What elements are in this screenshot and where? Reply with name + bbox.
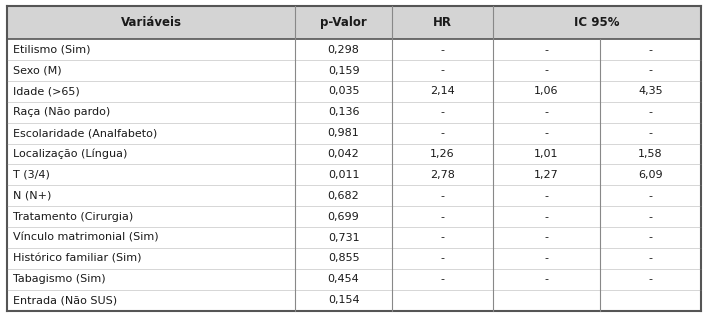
Bar [7, 123, 701, 144]
Text: -: - [649, 191, 653, 201]
Text: 2,78: 2,78 [430, 170, 455, 180]
Text: -: - [440, 191, 445, 201]
Text: -: - [649, 212, 653, 222]
Bar [7, 81, 701, 102]
Text: p-Valor: p-Valor [320, 16, 367, 29]
Text: -: - [544, 128, 549, 138]
Text: 0,011: 0,011 [328, 170, 360, 180]
Text: -: - [649, 45, 653, 55]
Bar [7, 185, 701, 206]
Text: N (N+): N (N+) [13, 191, 51, 201]
Text: -: - [649, 233, 653, 243]
Text: 0,042: 0,042 [328, 149, 360, 159]
Text: -: - [649, 107, 653, 117]
Text: 0,454: 0,454 [328, 274, 360, 284]
Text: Localização (Língua): Localização (Língua) [13, 149, 127, 159]
Bar [7, 60, 701, 81]
Bar [7, 227, 701, 248]
Bar [7, 206, 701, 227]
Text: Tabagismo (Sim): Tabagismo (Sim) [13, 274, 105, 284]
Text: 1,27: 1,27 [534, 170, 559, 180]
Text: Etilismo (Sim): Etilismo (Sim) [13, 45, 90, 55]
Text: Variáveis: Variáveis [120, 16, 181, 29]
Bar [7, 6, 701, 39]
Text: 2,14: 2,14 [430, 87, 455, 96]
Text: 0,035: 0,035 [328, 87, 360, 96]
Text: Histórico familiar (Sim): Histórico familiar (Sim) [13, 254, 141, 263]
Text: -: - [440, 45, 445, 55]
Bar [7, 144, 701, 165]
Text: -: - [544, 233, 549, 243]
Text: 0,298: 0,298 [328, 45, 360, 55]
Bar [7, 269, 701, 290]
Bar [7, 165, 701, 185]
Text: 0,136: 0,136 [328, 107, 360, 117]
Text: -: - [544, 191, 549, 201]
Text: T (3/4): T (3/4) [13, 170, 50, 180]
Bar [7, 102, 701, 123]
Text: -: - [544, 107, 549, 117]
Text: 0,731: 0,731 [328, 233, 360, 243]
Text: -: - [544, 274, 549, 284]
Text: 1,58: 1,58 [639, 149, 663, 159]
Text: Tratamento (Cirurgia): Tratamento (Cirurgia) [13, 212, 133, 222]
Text: Idade (>65): Idade (>65) [13, 87, 79, 96]
Text: -: - [544, 45, 549, 55]
Text: 1,01: 1,01 [535, 149, 559, 159]
Text: 0,699: 0,699 [328, 212, 360, 222]
Text: 0,159: 0,159 [328, 66, 360, 75]
Text: Entrada (Não SUS): Entrada (Não SUS) [13, 295, 117, 305]
Text: -: - [649, 128, 653, 138]
Text: -: - [440, 66, 445, 75]
Text: -: - [440, 254, 445, 263]
Text: -: - [440, 128, 445, 138]
Text: 0,154: 0,154 [328, 295, 360, 305]
Text: 0,981: 0,981 [328, 128, 360, 138]
Text: 1,06: 1,06 [535, 87, 559, 96]
Text: -: - [544, 66, 549, 75]
Text: Escolaridade (Analfabeto): Escolaridade (Analfabeto) [13, 128, 157, 138]
Text: -: - [544, 212, 549, 222]
Text: 0,682: 0,682 [328, 191, 360, 201]
Text: Raça (Não pardo): Raça (Não pardo) [13, 107, 110, 117]
Bar [7, 39, 701, 60]
Text: HR: HR [433, 16, 452, 29]
Text: -: - [649, 274, 653, 284]
Bar [7, 248, 701, 269]
Text: 1,26: 1,26 [430, 149, 455, 159]
Text: -: - [440, 212, 445, 222]
Text: IC 95%: IC 95% [574, 16, 620, 29]
Text: 4,35: 4,35 [639, 87, 663, 96]
Text: -: - [440, 107, 445, 117]
Text: -: - [440, 274, 445, 284]
Text: -: - [440, 233, 445, 243]
Text: -: - [649, 254, 653, 263]
Text: -: - [649, 66, 653, 75]
Bar [7, 290, 701, 311]
Text: 6,09: 6,09 [639, 170, 663, 180]
Text: Vínculo matrimonial (Sim): Vínculo matrimonial (Sim) [13, 233, 159, 243]
Text: -: - [544, 254, 549, 263]
Text: Sexo (M): Sexo (M) [13, 66, 62, 75]
Text: 0,855: 0,855 [328, 254, 360, 263]
